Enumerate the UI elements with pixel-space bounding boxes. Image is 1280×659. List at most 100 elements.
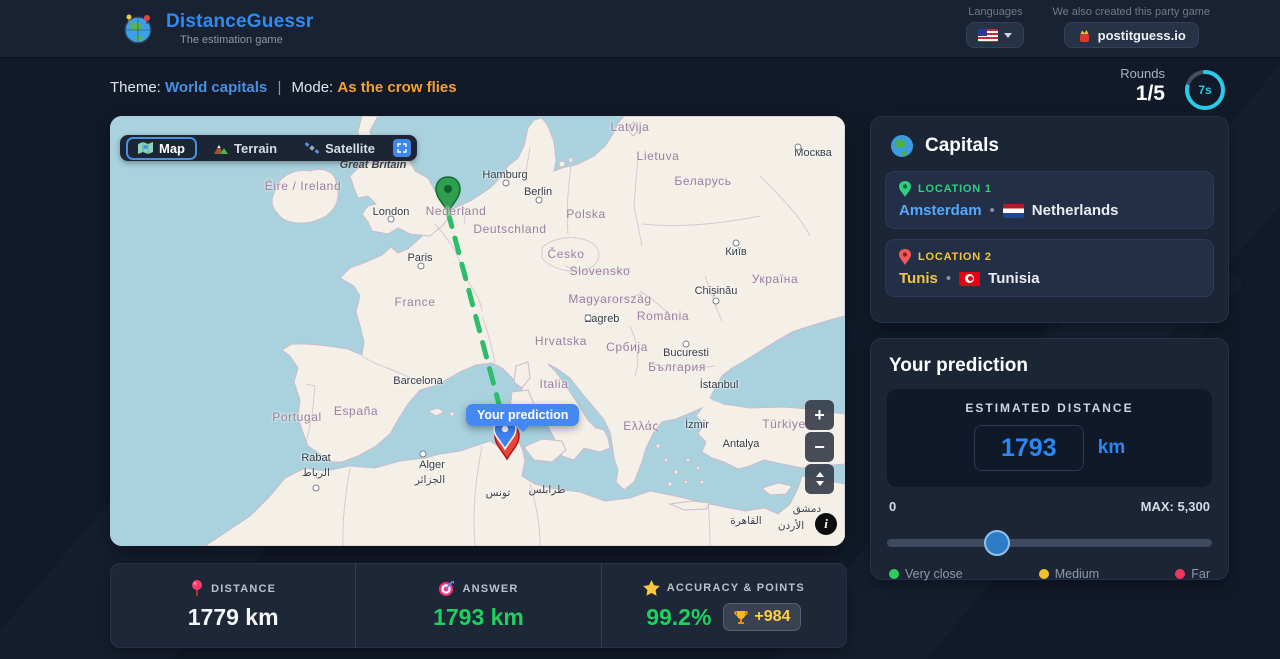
results-bar: DISTANCE 1779 km ANSWER 1793 km ACCURACY…: [110, 563, 847, 648]
status-bar: Theme: World capitals | Mode: As the cro…: [110, 66, 1227, 114]
route-dashed-line: [445, 209, 512, 445]
legend-item: Far: [1175, 567, 1210, 581]
postitguess-button[interactable]: postitguess.io: [1063, 22, 1199, 48]
zoom-slider-button[interactable]: [805, 464, 834, 494]
map[interactable]: Latvija Lietuva Москва Беларусь Éire / Irela…: [110, 116, 845, 546]
slider-legend: Very close Medium Far: [889, 567, 1210, 581]
us-flag-icon: [978, 28, 999, 42]
info-button[interactable]: i: [815, 513, 837, 535]
map-type-button[interactable]: Map: [126, 136, 197, 160]
location1-country: Netherlands: [1031, 202, 1119, 219]
points-chip: +984: [723, 603, 802, 631]
rounds-label: Rounds: [1120, 66, 1165, 81]
legend-label: Very close: [905, 567, 963, 581]
map-layer-control: Map Terrain Satellite: [120, 135, 417, 161]
postitguess-label: postitguess.io: [1097, 27, 1186, 43]
legend-dot: [889, 569, 899, 579]
slider-min-label: 0: [889, 499, 897, 514]
distance-value: 1779 km: [187, 604, 279, 630]
chevron-down-icon: [1004, 32, 1013, 38]
header: DistanceGuessr The estimation game Langu…: [0, 0, 1280, 58]
map-canvas: [110, 116, 845, 546]
legend-dot: [1175, 569, 1186, 579]
postitguess-icon: [1079, 29, 1089, 42]
zoom-in-button[interactable]: +: [805, 400, 834, 430]
rounds-value: 1/5: [1135, 82, 1165, 105]
trophy-icon: [734, 610, 749, 624]
capitals-title: Capitals: [925, 135, 999, 156]
satellite-icon: [305, 141, 320, 154]
slider-max-label: MAX: 5,300: [1140, 499, 1210, 514]
distance-label: DISTANCE: [211, 582, 277, 595]
satellite-type-label: Satellite: [325, 140, 375, 156]
terrain-type-label: Terrain: [234, 140, 278, 156]
theme-mode-line: Theme: World capitals | Mode: As the cro…: [110, 79, 457, 96]
green-pin-icon: [899, 181, 911, 197]
globe-icon: [891, 135, 913, 157]
estimated-distance-box: ESTIMATED DISTANCE km: [887, 389, 1212, 487]
app-subtitle: The estimation game: [180, 34, 283, 46]
location2-city: Tunis: [899, 270, 938, 287]
zoom-out-button[interactable]: −: [805, 432, 834, 462]
map-icon: [138, 142, 153, 154]
location2-label: LOCATION 2: [918, 251, 992, 263]
legend-label: Medium: [1054, 567, 1100, 581]
answer-result: ANSWER 1793 km: [355, 564, 600, 647]
timer-value: 7s: [1198, 83, 1212, 97]
location1-box: LOCATION 1 Amsterdam • Netherlands: [885, 171, 1214, 229]
promo-text: We also created this party game: [1052, 6, 1210, 18]
up-down-arrows-icon: [815, 472, 824, 486]
distance-slider[interactable]: [887, 530, 1212, 556]
satellite-type-button[interactable]: Satellite: [293, 137, 387, 160]
accuracy-percent: 99.2%: [646, 603, 712, 630]
legend-dot: [1038, 569, 1049, 579]
expand-icon: [397, 143, 407, 153]
collapse-layers-button[interactable]: [392, 139, 411, 157]
mode-value: As the crow flies: [337, 79, 457, 96]
dot-separator: •: [945, 270, 952, 287]
red-pin-icon: [899, 249, 911, 265]
accuracy-label: ACCURACY & POINTS: [666, 582, 805, 594]
legend-label: Far: [1191, 567, 1210, 581]
app-title: DistanceGuessr: [166, 11, 314, 32]
legend-item: Medium: [1038, 567, 1100, 581]
language-selector[interactable]: [966, 22, 1025, 48]
map-type-label: Map: [159, 140, 185, 156]
capitals-card: Capitals LOCATION 1 Amsterdam • Netherla…: [870, 116, 1229, 323]
slider-track[interactable]: [887, 539, 1212, 547]
points-value: +984: [754, 608, 791, 625]
distance-input[interactable]: [973, 425, 1084, 471]
netherlands-flag-icon: [1002, 203, 1024, 218]
slider-thumb[interactable]: [983, 530, 1010, 556]
terrain-icon: [214, 145, 228, 154]
logo[interactable]: DistanceGuessr The estimation game: [120, 11, 313, 47]
location2-country: Tunisia: [988, 270, 1040, 287]
legend-item: Very close: [889, 567, 963, 581]
answer-label: ANSWER: [462, 582, 519, 595]
location1-pin: [435, 176, 461, 214]
accuracy-result: ACCURACY & POINTS 99.2% +984: [600, 564, 846, 647]
prediction-title: Your prediction: [889, 355, 1028, 376]
distance-unit: km: [1097, 437, 1126, 458]
tunisia-flag-icon: [959, 271, 981, 286]
location1-city: Amsterdam: [899, 202, 982, 219]
theme-label: Theme:: [110, 79, 161, 96]
dot-separator: •: [989, 202, 995, 219]
prediction-card: Your prediction ESTIMATED DISTANCE km 0 …: [870, 338, 1229, 581]
globe-logo-icon: [124, 14, 152, 44]
distance-result: DISTANCE 1779 km: [111, 564, 355, 647]
prediction-tooltip: Your prediction: [466, 404, 580, 432]
estimated-distance-label: ESTIMATED DISTANCE: [965, 401, 1134, 415]
answer-value: 1793 km: [433, 604, 524, 630]
map-zoom-control: + −: [805, 400, 834, 494]
theme-value: World capitals: [165, 79, 268, 96]
timer-ring: [1185, 70, 1225, 110]
pin-icon: [192, 580, 203, 596]
location2-box: LOCATION 2 Tunis • Tunisia: [885, 239, 1214, 297]
mode-label: Mode:: [291, 79, 334, 96]
location1-label: LOCATION 1: [918, 183, 992, 195]
star-icon: [642, 580, 660, 596]
terrain-type-button[interactable]: Terrain: [201, 137, 289, 160]
languages-label: Languages: [968, 6, 1023, 18]
rounds: Rounds 1/5: [1120, 66, 1165, 106]
